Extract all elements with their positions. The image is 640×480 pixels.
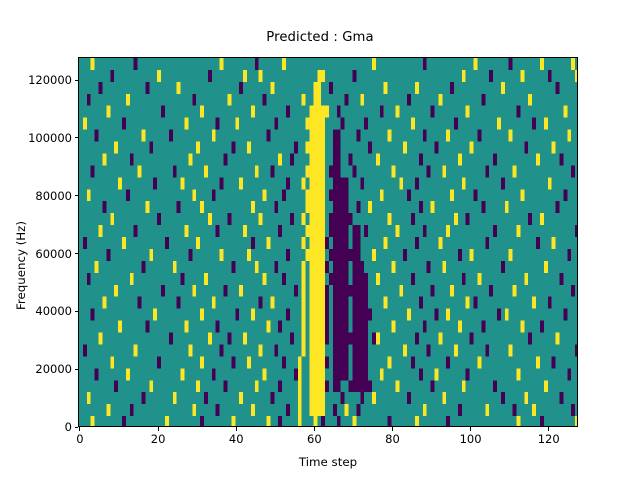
- x-tick-label: 0: [76, 432, 84, 446]
- y-tick-mark: [74, 137, 78, 139]
- y-tick-mark: [74, 310, 78, 312]
- y-tick-label: 100000: [28, 130, 72, 145]
- x-tick-mark: [235, 427, 237, 431]
- x-tick-label: 120: [537, 432, 560, 446]
- x-tick-mark: [548, 427, 550, 431]
- heatmap-grid: [79, 58, 577, 426]
- x-tick-mark: [470, 427, 472, 431]
- y-axis-title: Frequency (Hz): [14, 221, 28, 310]
- y-tick-mark: [74, 253, 78, 255]
- heatmap-canvas: [79, 58, 577, 426]
- y-tick-mark: [74, 426, 78, 428]
- x-tick-mark: [79, 427, 81, 431]
- x-tick-label: 20: [150, 432, 166, 446]
- x-tick-mark: [391, 427, 393, 431]
- y-tick-mark: [74, 79, 78, 81]
- y-tick-mark: [74, 195, 78, 197]
- y-tick-label: 120000: [28, 73, 72, 88]
- y-tick-label: 40000: [35, 304, 72, 319]
- y-tick-label: 80000: [35, 188, 72, 203]
- y-tick-mark: [74, 368, 78, 370]
- y-tick-label: 60000: [35, 246, 72, 261]
- y-tick-label: 0: [64, 420, 72, 434]
- heatmap-axes: [78, 57, 578, 427]
- y-tick-label: 20000: [35, 362, 72, 377]
- x-tick-label: 40: [228, 432, 244, 446]
- x-tick-mark: [313, 427, 315, 431]
- chart-title: Predicted : Gma: [266, 30, 374, 45]
- x-tick-mark: [157, 427, 159, 431]
- x-tick-label: 60: [307, 432, 322, 446]
- x-tick-label: 100: [459, 432, 482, 446]
- x-axis-title: Time step: [298, 455, 358, 469]
- x-tick-label: 80: [385, 432, 400, 446]
